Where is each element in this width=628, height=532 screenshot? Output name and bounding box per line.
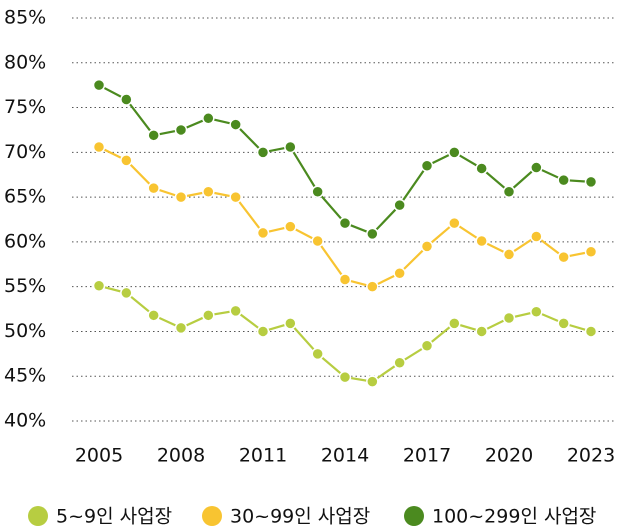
data-point bbox=[366, 227, 379, 241]
data-point bbox=[448, 146, 461, 159]
x-tick-label: 2011 bbox=[239, 445, 287, 467]
data-point bbox=[448, 216, 461, 230]
data-point bbox=[92, 78, 106, 92]
data-point bbox=[338, 370, 352, 384]
data-point bbox=[120, 286, 133, 300]
legend-label: 30~99인 사업장 bbox=[230, 506, 370, 528]
data-point bbox=[256, 226, 270, 240]
x-tick-label: 2017 bbox=[403, 445, 451, 467]
series-line bbox=[98, 284, 592, 383]
data-point bbox=[229, 190, 242, 204]
data-point bbox=[420, 240, 434, 253]
data-point bbox=[147, 309, 160, 322]
y-tick-label: 80% bbox=[4, 51, 46, 73]
y-tick-label: 65% bbox=[4, 186, 46, 208]
data-point bbox=[557, 250, 570, 264]
data-point bbox=[366, 280, 379, 293]
data-point bbox=[311, 347, 324, 361]
data-point bbox=[420, 159, 434, 173]
x-tick-label: 2020 bbox=[485, 445, 533, 467]
legend-label: 100~299인 사업장 bbox=[432, 506, 596, 528]
data-point bbox=[256, 146, 270, 159]
data-point bbox=[174, 321, 188, 335]
data-point bbox=[92, 279, 106, 293]
data-point bbox=[530, 305, 543, 318]
data-point bbox=[393, 356, 406, 370]
data-point bbox=[502, 185, 516, 198]
data-point bbox=[584, 325, 598, 338]
data-point bbox=[92, 140, 106, 154]
y-tick-label: 70% bbox=[4, 141, 46, 163]
y-tick-label: 75% bbox=[4, 96, 46, 118]
data-point bbox=[284, 220, 297, 233]
data-point bbox=[448, 317, 461, 330]
data-point bbox=[338, 216, 352, 230]
data-point bbox=[393, 266, 406, 280]
data-point bbox=[284, 140, 297, 154]
data-point bbox=[530, 161, 543, 174]
data-point bbox=[502, 248, 516, 261]
data-point bbox=[147, 129, 160, 142]
y-tick-label: 60% bbox=[4, 230, 46, 252]
y-tick-label: 40% bbox=[4, 410, 46, 432]
x-tick-label: 2008 bbox=[157, 445, 205, 467]
x-tick-label: 2023 bbox=[567, 445, 615, 467]
data-point bbox=[584, 175, 598, 189]
data-point bbox=[174, 190, 188, 204]
y-tick-label: 50% bbox=[4, 320, 46, 342]
legend-swatch bbox=[202, 506, 222, 526]
data-point bbox=[229, 304, 242, 318]
data-point bbox=[202, 112, 215, 125]
data-point bbox=[284, 317, 297, 330]
x-tick-label: 2005 bbox=[75, 445, 123, 467]
data-point bbox=[311, 185, 324, 198]
y-tick-label: 45% bbox=[4, 365, 46, 387]
data-point bbox=[338, 273, 352, 286]
y-tick-label: 85% bbox=[4, 7, 46, 29]
legend-label: 5~9인 사업장 bbox=[56, 506, 172, 528]
data-point bbox=[475, 162, 488, 175]
data-point bbox=[120, 154, 133, 167]
series-line bbox=[98, 84, 592, 236]
data-point bbox=[393, 198, 406, 212]
y-tick-label: 55% bbox=[4, 275, 46, 297]
data-point bbox=[120, 93, 133, 106]
data-point bbox=[147, 181, 160, 195]
data-point bbox=[256, 325, 270, 338]
data-point bbox=[502, 311, 516, 325]
series-line bbox=[98, 145, 592, 288]
data-point bbox=[475, 234, 488, 248]
data-point bbox=[366, 375, 379, 388]
data-point bbox=[174, 123, 188, 137]
x-tick-label: 2014 bbox=[321, 445, 369, 467]
data-point bbox=[557, 317, 570, 330]
data-point bbox=[202, 185, 215, 198]
data-point bbox=[475, 325, 488, 338]
data-point bbox=[420, 339, 434, 353]
data-point bbox=[311, 234, 324, 248]
data-point bbox=[557, 173, 570, 187]
data-point bbox=[202, 309, 215, 322]
legend-swatch bbox=[28, 506, 48, 526]
data-point bbox=[584, 245, 598, 258]
data-point bbox=[530, 230, 543, 243]
data-point bbox=[229, 118, 242, 131]
legend-swatch bbox=[404, 506, 424, 526]
